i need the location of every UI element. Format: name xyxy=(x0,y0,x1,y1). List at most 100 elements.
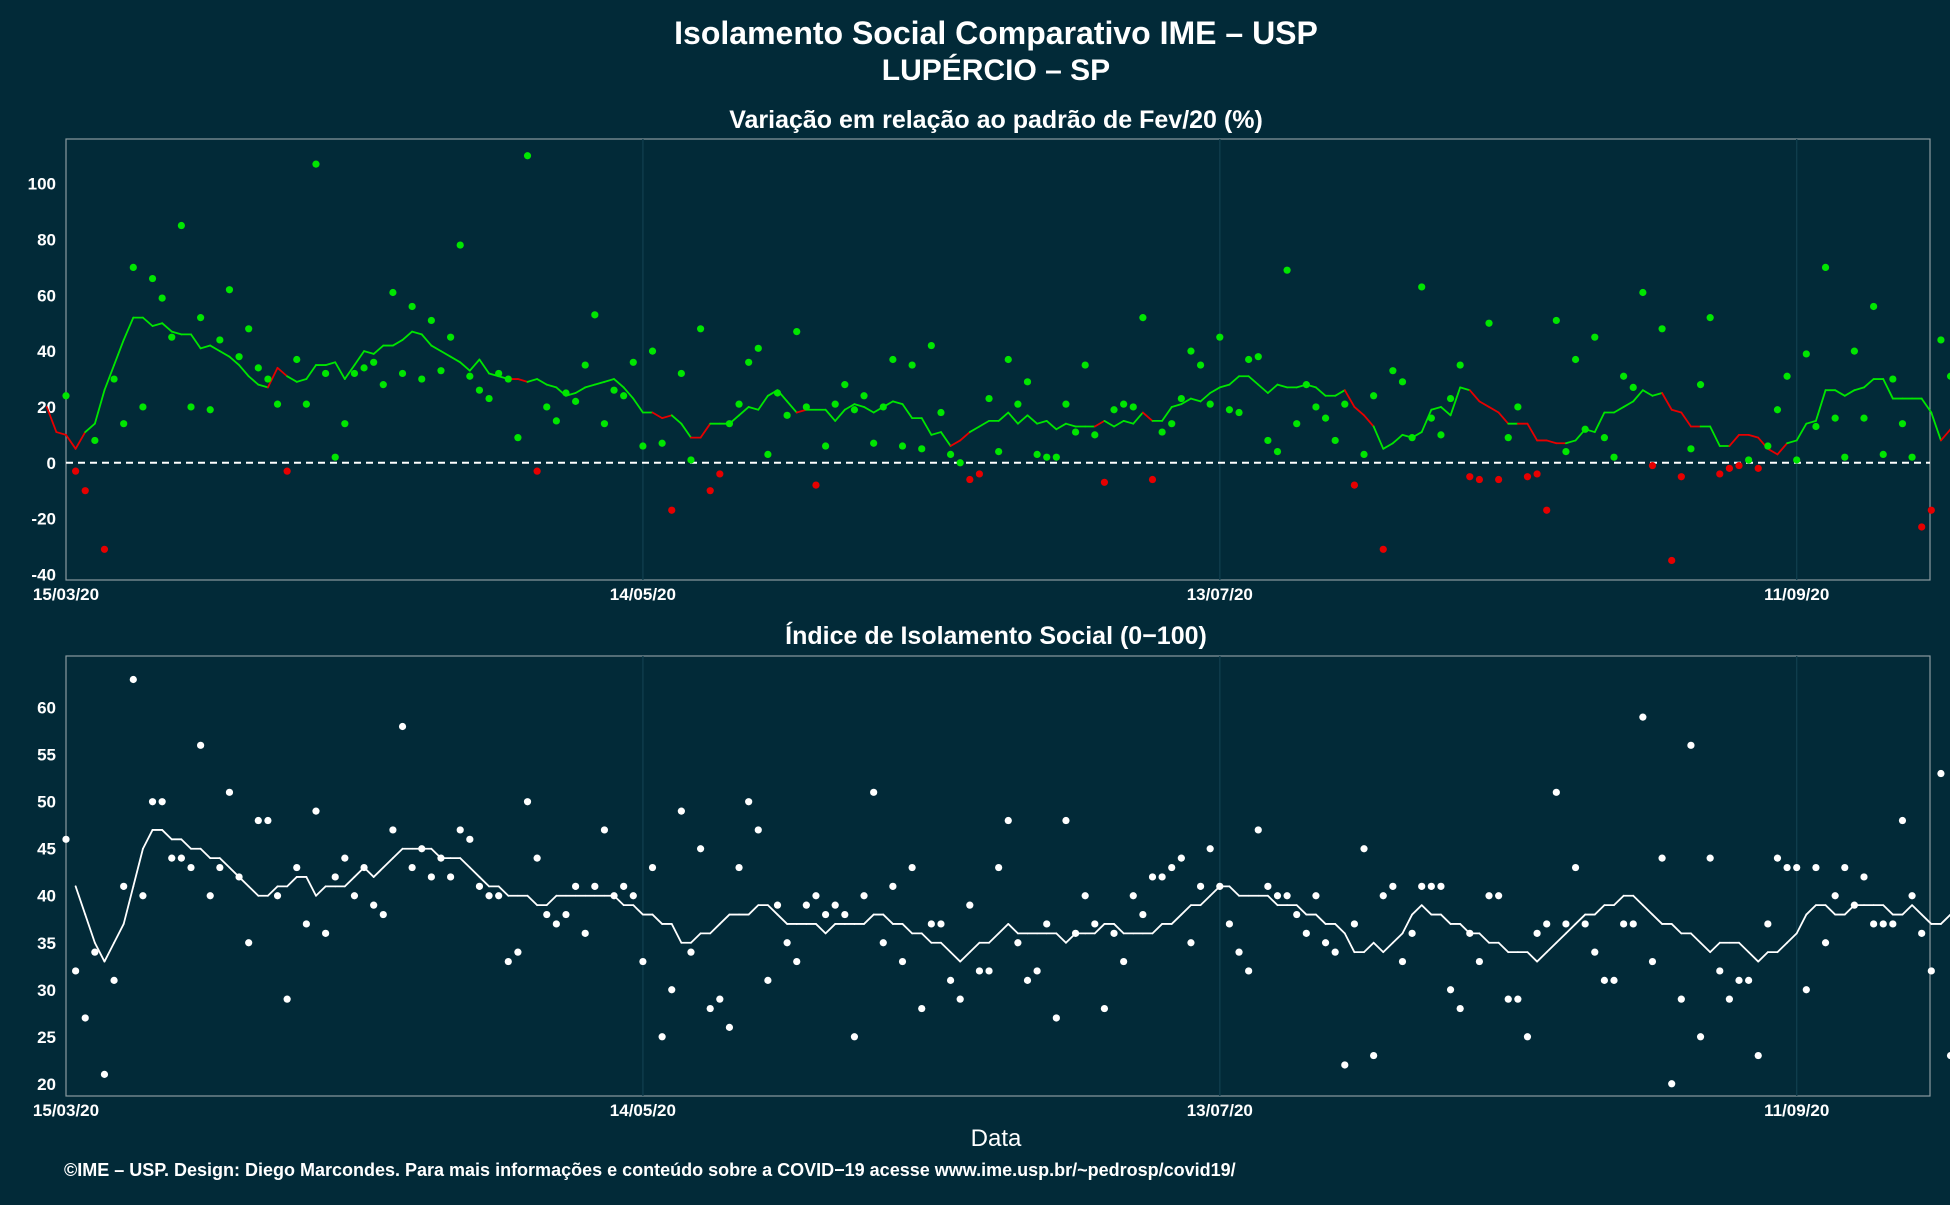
panel2-x-tick-label: 14/05/20 xyxy=(610,1101,676,1120)
panel1-point xyxy=(62,392,70,400)
panel1-ma-segment xyxy=(161,322,173,333)
panel2-point xyxy=(418,845,426,853)
panel1-point xyxy=(1754,464,1762,472)
panel1-ma-segment xyxy=(1247,375,1260,386)
panel2-point xyxy=(437,854,445,862)
panel2-point xyxy=(1216,882,1224,890)
panel2-point xyxy=(1475,957,1484,966)
panel1-ma-segment xyxy=(257,383,269,389)
panel1-point xyxy=(1523,473,1532,481)
panel2-point xyxy=(168,854,176,862)
panel1-point xyxy=(475,386,484,394)
panel1-point xyxy=(293,355,301,364)
panel1-point xyxy=(687,456,695,464)
panel1-point xyxy=(1177,394,1185,403)
panel2-point xyxy=(495,892,503,900)
panel2-ma-segment xyxy=(392,847,404,860)
panel1-ma-segment xyxy=(74,431,87,450)
panel1-ma-segment xyxy=(122,316,135,341)
panel2-point xyxy=(1514,995,1522,1003)
panel1-ma-segment xyxy=(1382,442,1394,450)
panel1-point xyxy=(793,327,801,336)
panel1-ma-segment xyxy=(401,330,414,341)
panel1-ma-segment xyxy=(45,406,58,433)
panel1-point xyxy=(985,394,993,403)
panel1-ma-segment xyxy=(1728,433,1740,447)
panel2-point xyxy=(946,976,955,984)
panel2-ma-segment xyxy=(1565,923,1577,935)
panel1-point xyxy=(312,160,320,168)
panel1-point xyxy=(821,442,830,450)
panel2-point xyxy=(177,854,185,862)
panel2-ma-segment xyxy=(1334,923,1346,935)
panel2-ma-segment xyxy=(1699,941,1712,954)
panel1-ma-segment xyxy=(1526,422,1538,442)
panel2-ma-segment xyxy=(372,866,385,878)
panel1-ma-segment xyxy=(1843,389,1856,397)
panel2-ma-segment xyxy=(161,829,173,841)
panel1-ma-segment xyxy=(372,344,385,355)
panel2-point xyxy=(1418,882,1426,890)
panel1-ma-segment xyxy=(343,364,356,380)
panel1-point xyxy=(1946,372,1950,380)
panel1-point xyxy=(639,442,647,450)
panel1-ma-segment xyxy=(1940,428,1950,442)
panel1-point xyxy=(860,392,868,400)
panel2-ma-segment xyxy=(1632,894,1644,907)
panel1-point xyxy=(870,439,878,447)
panel2-y-tick-label: 25 xyxy=(37,1028,56,1047)
panel2-ma-segment xyxy=(1199,894,1212,907)
panel1-ma-segment xyxy=(517,378,529,383)
panel1-point xyxy=(110,375,118,383)
panel1-point xyxy=(1312,403,1320,411)
panel2-ma-segment xyxy=(84,913,96,944)
panel2-point xyxy=(1639,713,1647,721)
panel1-y-tick-label: 80 xyxy=(37,230,56,249)
panel1-point xyxy=(716,470,724,478)
panel2-ma-segment xyxy=(1363,941,1375,954)
panel1-point xyxy=(187,403,195,411)
panel1-point xyxy=(658,439,666,447)
panel1-ma-segment xyxy=(1795,422,1808,442)
panel2-ma-segment xyxy=(199,847,212,860)
panel1-ma-segment xyxy=(574,386,587,394)
panel2-point xyxy=(1456,1004,1464,1013)
panel2-ma-segment xyxy=(1882,904,1894,916)
panel1-ma-segment xyxy=(1661,392,1673,411)
panel2-ma-segment xyxy=(949,951,962,963)
panel2-point xyxy=(995,863,1003,872)
panel2-point xyxy=(1302,929,1310,937)
panel1-ma-segment xyxy=(103,364,115,392)
panel1-point xyxy=(1475,475,1484,484)
panel2-point xyxy=(1389,882,1397,890)
panel1-ma-segment xyxy=(1632,389,1644,403)
panel1-point xyxy=(1600,434,1608,442)
panel2-point xyxy=(514,948,522,956)
panel2-point xyxy=(850,1033,859,1041)
panel2-point xyxy=(687,948,695,956)
panel1-point xyxy=(389,288,397,297)
panel1-point xyxy=(831,400,839,408)
panel2-point xyxy=(706,1004,714,1013)
panel1-point xyxy=(1562,448,1570,456)
panel1-ma-segment xyxy=(1315,386,1327,397)
panel1-point xyxy=(245,325,253,333)
x-axis-label: Data xyxy=(971,1125,1022,1152)
panel1-ma-segment xyxy=(411,330,423,336)
panel1-y-tick-label: 0 xyxy=(47,454,56,473)
panel2-point xyxy=(620,882,628,890)
panel2-ma-segment xyxy=(286,876,298,888)
panel2-point xyxy=(187,863,195,872)
panel1-ma-segment xyxy=(593,380,606,386)
panel2-point xyxy=(100,1070,109,1078)
panel1-point xyxy=(1370,392,1378,400)
panel1-ma-segment xyxy=(1016,414,1029,425)
panel1-point xyxy=(841,381,849,389)
panel2-point xyxy=(1148,873,1157,881)
footer-credit: ©IME – USP. Design: Diego Marcondes. Par… xyxy=(64,1160,1236,1180)
panel1-point xyxy=(129,263,137,271)
panel2-point xyxy=(1600,976,1608,984)
panel1-point xyxy=(1235,408,1243,417)
panel2-point xyxy=(591,882,599,890)
panel1-point xyxy=(802,403,810,411)
